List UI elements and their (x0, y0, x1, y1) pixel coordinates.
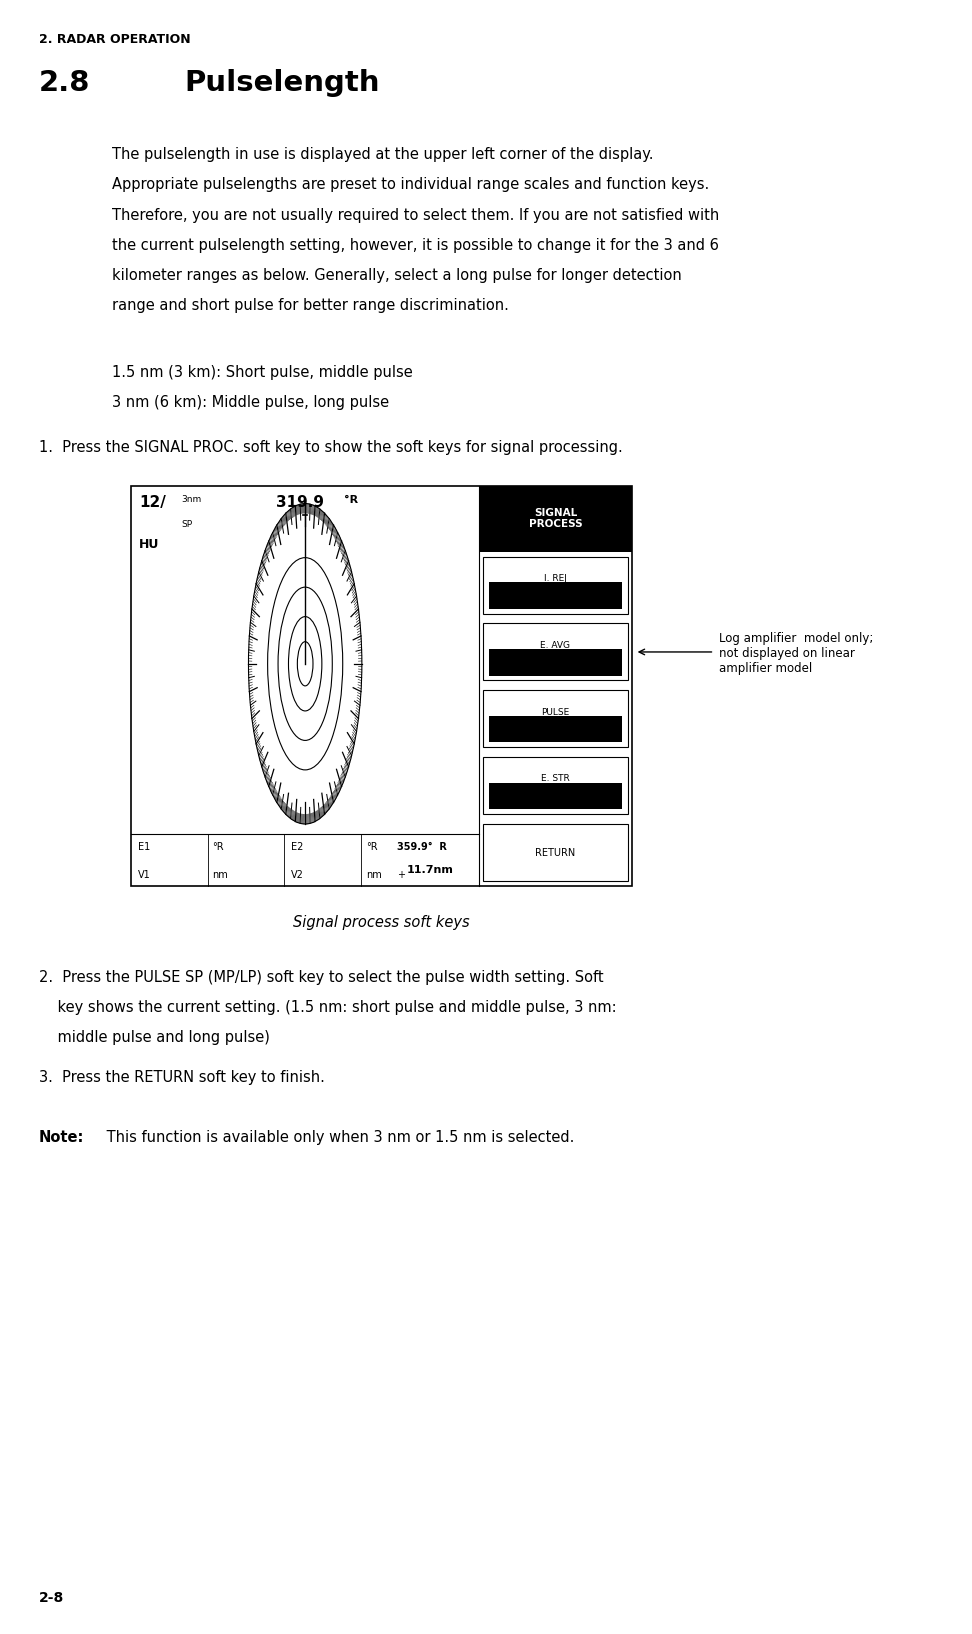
Text: 2. RADAR OPERATION: 2. RADAR OPERATION (39, 33, 191, 46)
Text: 11.7nm: 11.7nm (406, 864, 453, 874)
Text: 2.  Press the PULSE SP (MP/LP) soft key to select the pulse width setting. Soft: 2. Press the PULSE SP (MP/LP) soft key t… (39, 969, 604, 985)
Text: kilometer ranges as below. Generally, select a long pulse for longer detection: kilometer ranges as below. Generally, se… (112, 268, 681, 283)
Text: I. REJ: I. REJ (544, 574, 567, 583)
Text: OFF: OFF (544, 657, 567, 667)
Text: Note:: Note: (39, 1131, 85, 1145)
FancyBboxPatch shape (483, 557, 628, 614)
Text: middle pulse and long pulse): middle pulse and long pulse) (39, 1029, 270, 1046)
Text: LOW: LOW (542, 590, 569, 600)
Text: °R: °R (213, 842, 225, 851)
Text: LOW: LOW (542, 791, 569, 801)
Text: Appropriate pulselengths are preset to individual range scales and function keys: Appropriate pulselengths are preset to i… (112, 178, 709, 193)
FancyBboxPatch shape (489, 582, 622, 609)
Text: 3.  Press the RETURN soft key to finish.: 3. Press the RETURN soft key to finish. (39, 1070, 325, 1085)
Text: 359.9°  R: 359.9° R (397, 842, 447, 851)
Text: the current pulselength setting, however, it is possible to change it for the 3 : the current pulselength setting, however… (112, 237, 718, 253)
FancyBboxPatch shape (483, 624, 628, 680)
Text: 12/: 12/ (139, 495, 166, 510)
FancyBboxPatch shape (479, 485, 632, 552)
Text: Log amplifier  model only;
not displayed on linear
amplifier model: Log amplifier model only; not displayed … (719, 632, 874, 675)
Text: The pulselength in use is displayed at the upper left corner of the display.: The pulselength in use is displayed at t… (112, 147, 653, 162)
Text: Pulselength: Pulselength (185, 69, 380, 96)
Text: °R: °R (344, 495, 358, 505)
Text: 1.  Press the SIGNAL PROC. soft key to show the soft keys for signal processing.: 1. Press the SIGNAL PROC. soft key to sh… (39, 440, 623, 456)
Text: range and short pulse for better range discrimination.: range and short pulse for better range d… (112, 297, 508, 314)
Ellipse shape (249, 503, 362, 824)
Text: LONG: LONG (539, 724, 572, 734)
Text: PULSE: PULSE (541, 708, 570, 717)
Text: E. AVG: E. AVG (540, 641, 571, 650)
Text: 319.9: 319.9 (276, 495, 325, 510)
FancyBboxPatch shape (483, 824, 628, 881)
FancyBboxPatch shape (489, 783, 622, 809)
Text: E2: E2 (291, 842, 303, 851)
FancyBboxPatch shape (489, 716, 622, 742)
Text: HU: HU (139, 538, 159, 551)
Text: This function is available only when 3 nm or 1.5 nm is selected.: This function is available only when 3 n… (102, 1131, 574, 1145)
Text: SIGNAL
PROCESS: SIGNAL PROCESS (529, 508, 582, 529)
Text: V2: V2 (291, 869, 304, 879)
FancyBboxPatch shape (489, 649, 622, 675)
Text: RETURN: RETURN (536, 848, 575, 858)
FancyBboxPatch shape (483, 757, 628, 814)
Text: V1: V1 (138, 869, 151, 879)
Text: Signal process soft keys: Signal process soft keys (294, 915, 469, 930)
Text: 3 nm (6 km): Middle pulse, long pulse: 3 nm (6 km): Middle pulse, long pulse (112, 395, 389, 410)
Text: E1: E1 (138, 842, 151, 851)
Text: +: + (397, 869, 404, 879)
Text: key shows the current setting. (1.5 nm: short pulse and middle pulse, 3 nm:: key shows the current setting. (1.5 nm: … (39, 1000, 616, 1015)
Text: nm: nm (365, 869, 381, 879)
Text: nm: nm (213, 869, 228, 879)
Text: °R: °R (365, 842, 377, 851)
Text: SP: SP (182, 520, 192, 529)
Text: E. STR: E. STR (541, 775, 570, 783)
Text: 1.5 nm (3 km): Short pulse, middle pulse: 1.5 nm (3 km): Short pulse, middle pulse (112, 364, 412, 379)
Text: 2-8: 2-8 (39, 1590, 64, 1605)
Text: 2.8: 2.8 (39, 69, 90, 96)
FancyBboxPatch shape (131, 485, 632, 886)
FancyBboxPatch shape (483, 690, 628, 747)
Text: 3nm: 3nm (182, 495, 202, 505)
Text: Therefore, you are not usually required to select them. If you are not satisfied: Therefore, you are not usually required … (112, 208, 719, 222)
